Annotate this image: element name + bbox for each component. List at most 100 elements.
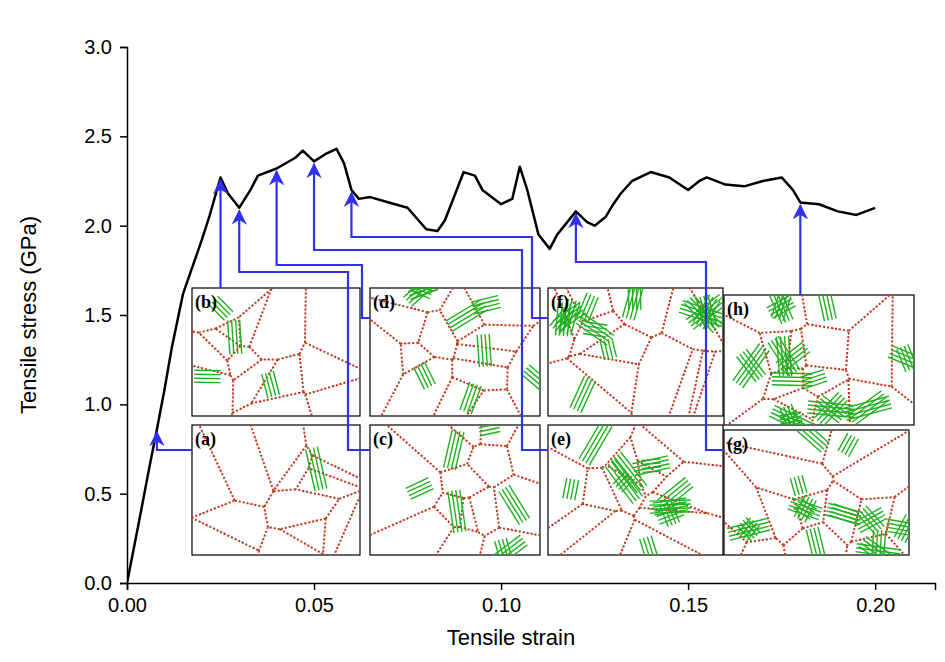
grain-boundary-atoms <box>192 288 360 416</box>
inset: (e) <box>543 420 728 568</box>
stacking-fault <box>455 432 464 470</box>
stacking-fault <box>727 518 767 528</box>
plot-area <box>127 149 875 583</box>
stacking-fault <box>446 299 482 321</box>
stacking-fault <box>448 491 454 533</box>
stacking-fault <box>581 317 612 339</box>
stacking-fault <box>614 457 640 491</box>
inset: (f) <box>543 272 728 421</box>
stacking-fault <box>589 426 612 465</box>
inset: (c) <box>365 420 545 574</box>
stacking-fault <box>838 433 848 451</box>
stacking-fault <box>608 464 636 501</box>
y-tick: 3.0 <box>84 36 127 58</box>
inset-label: (f) <box>551 292 569 313</box>
stacking-fault <box>583 334 606 337</box>
stacking-fault <box>467 385 477 413</box>
stacking-fault <box>480 431 500 435</box>
y-tick-mark <box>120 583 127 585</box>
annotation-arrow <box>799 205 801 295</box>
x-axis: 0.000.050.100.150.20 <box>108 583 935 616</box>
stacking-fault <box>505 487 526 520</box>
annotation-arrow <box>239 211 370 450</box>
grain-boundary <box>370 288 540 416</box>
stacking-fault <box>313 448 322 490</box>
stacking-fault <box>524 371 540 388</box>
stacking-fault <box>736 346 763 383</box>
stacking-fault <box>478 425 498 428</box>
stacking-fault <box>793 430 824 449</box>
stacking-fault <box>849 439 859 457</box>
stacking-fault <box>612 338 617 357</box>
stacking-fault <box>526 368 540 385</box>
stacking-fault <box>406 478 429 489</box>
grain-boundary-atoms <box>192 425 360 555</box>
y-axis-title: Tensile stress (GPa) <box>16 216 41 414</box>
y-tick-label: 1.0 <box>84 393 112 415</box>
stacking-fault <box>499 491 520 524</box>
stacking-fault <box>634 464 670 472</box>
stacking-fault <box>806 530 813 555</box>
stacking-fault <box>772 380 813 382</box>
grain-boundary <box>724 295 914 425</box>
x-axis-title: Tensile strain <box>447 625 575 650</box>
stacking-fault <box>611 459 637 493</box>
x-tick-label: 0.20 <box>856 594 895 616</box>
y-tick-mark <box>120 225 127 227</box>
stacking-fault <box>451 431 460 469</box>
stacking-fault <box>450 306 486 328</box>
stacking-fault <box>635 468 671 476</box>
stacking-fault <box>781 348 808 369</box>
stacking-fault <box>658 477 686 500</box>
y-tick-label: 3.0 <box>84 36 112 58</box>
inset-image <box>370 288 540 416</box>
x-axis-line <box>128 584 936 591</box>
stacking-fault <box>856 552 901 555</box>
stacking-fault <box>803 377 826 385</box>
y-tick: 2.5 <box>84 125 127 147</box>
stacking-fault <box>487 542 525 555</box>
annotation-arrow <box>219 180 221 288</box>
stacking-fault <box>769 295 782 324</box>
inset-image <box>192 288 360 416</box>
inset-image <box>724 430 909 555</box>
grain-boundary-atoms <box>370 425 540 555</box>
inset-image <box>548 425 723 555</box>
annotation-arrow <box>314 164 548 450</box>
inset-frame <box>548 425 723 555</box>
inset-image <box>724 295 914 425</box>
stacking-fault <box>683 301 723 316</box>
y-tick-label: 2.0 <box>84 215 112 237</box>
stacking-fault <box>409 288 438 303</box>
y-tick: 2.0 <box>84 215 127 237</box>
x-tick-mark <box>688 583 690 590</box>
y-tick: 0.0 <box>84 572 127 594</box>
grain-boundary-atoms <box>548 425 723 555</box>
stacking-fault <box>584 330 607 333</box>
stacking-fault <box>784 417 800 425</box>
stacking-fault <box>800 498 816 509</box>
stacking-fault <box>817 395 841 421</box>
annotation-arrow <box>351 193 548 318</box>
stacking-fault <box>194 374 221 376</box>
inset-label: (c) <box>373 429 393 450</box>
stacking-fault <box>584 326 607 329</box>
stacking-fault <box>621 452 647 486</box>
stacking-fault <box>481 334 483 366</box>
stacking-fault <box>796 505 812 516</box>
y-tick-mark <box>120 404 127 406</box>
inset-label: (e) <box>551 429 571 450</box>
grain-boundary <box>192 288 360 416</box>
stacking-fault <box>634 288 647 320</box>
grain-boundary-atoms <box>370 288 540 416</box>
stacking-fault <box>847 391 881 416</box>
x-tick-label: 0.15 <box>669 594 708 616</box>
stacking-fault <box>484 538 522 555</box>
stacking-fault <box>643 538 652 555</box>
arrows <box>157 164 800 450</box>
stacking-fault <box>782 414 798 423</box>
stacking-fault <box>317 447 326 489</box>
stress-strain-curve <box>127 149 875 583</box>
x-tick: 0.10 <box>482 583 521 616</box>
inset-label: (a) <box>195 429 216 450</box>
